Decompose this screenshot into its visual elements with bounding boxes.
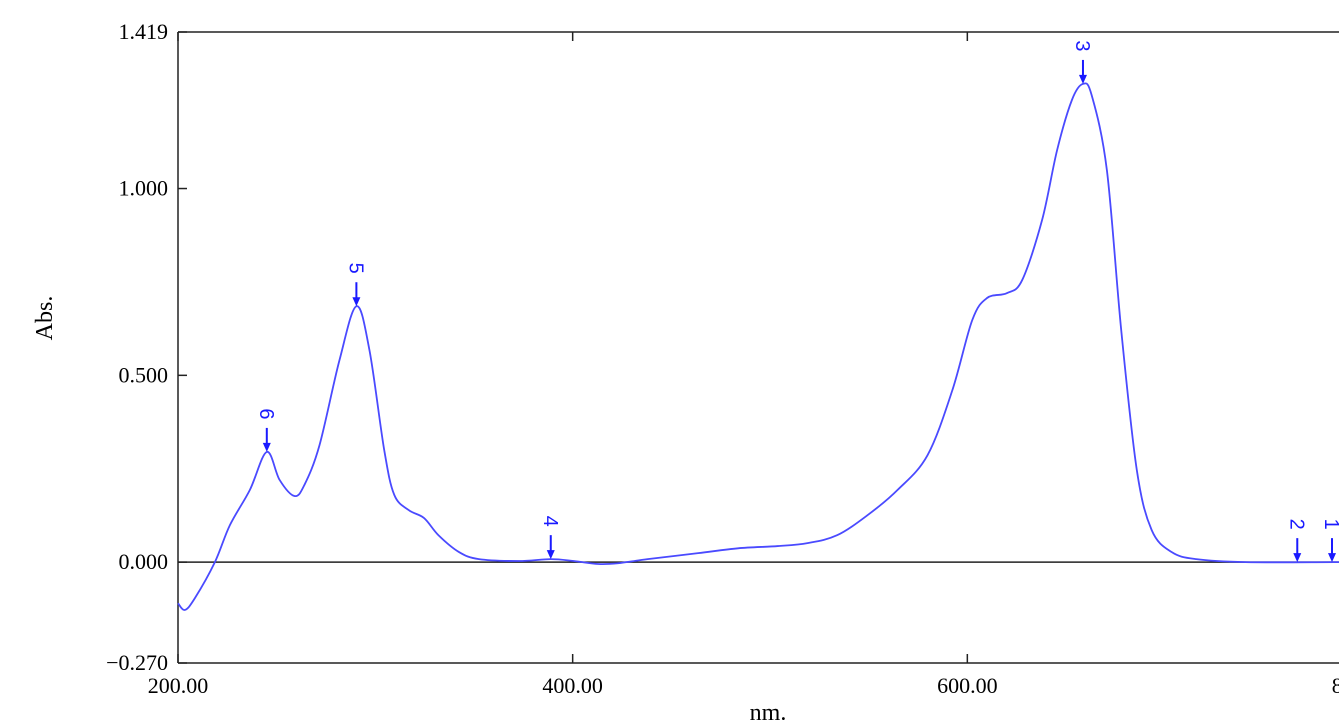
y-tick-label: 1.000	[119, 176, 169, 201]
peak-label: 4	[539, 516, 561, 527]
peak-marker-5: 5	[344, 263, 366, 307]
peak-label: 5	[344, 263, 366, 274]
y-tick-label: 1.419	[119, 19, 169, 44]
peak-marker-2: 2	[1285, 519, 1307, 563]
ticks: 200.00 400.00 600.00 800.00 1.419 1.000 0.500 0…	[106, 19, 1339, 698]
peak-arrowhead-icon	[1078, 74, 1087, 84]
x-axis-label: nm.	[750, 700, 787, 726]
peak-arrowhead-icon	[1293, 553, 1302, 563]
peak-arrowhead-icon	[262, 442, 271, 452]
y-tick-label: 0.500	[119, 362, 169, 387]
peak-label: 3	[1071, 40, 1093, 51]
peak-arrowhead-icon	[1328, 553, 1337, 563]
y-tick-label: 0.000	[119, 549, 169, 574]
peak-marker-3: 3	[1071, 40, 1093, 84]
peak-marker-4: 4	[539, 516, 561, 560]
peak-arrowhead-icon	[352, 297, 361, 307]
x-tick-label: 800.00	[1332, 673, 1339, 698]
peak-marker-1: 1	[1320, 519, 1339, 563]
peak-marker-6: 6	[255, 408, 277, 452]
x-tick-label: 400.00	[542, 673, 603, 698]
peak-label: 2	[1285, 519, 1307, 530]
peak-label: 1	[1320, 519, 1339, 530]
peak-label: 6	[255, 408, 277, 419]
absorbance-line	[177, 82, 1339, 611]
x-tick-label: 600.00	[937, 673, 998, 698]
peak-markers: 1 2 3 4 5 6	[255, 40, 1339, 563]
peak-arrowhead-icon	[546, 550, 555, 560]
x-tick-label: 200.00	[148, 673, 209, 698]
axes	[177, 31, 1339, 664]
y-axis-label: Abs.	[32, 296, 58, 341]
y-tick-label: −0.270	[106, 650, 168, 675]
series	[177, 82, 1339, 611]
